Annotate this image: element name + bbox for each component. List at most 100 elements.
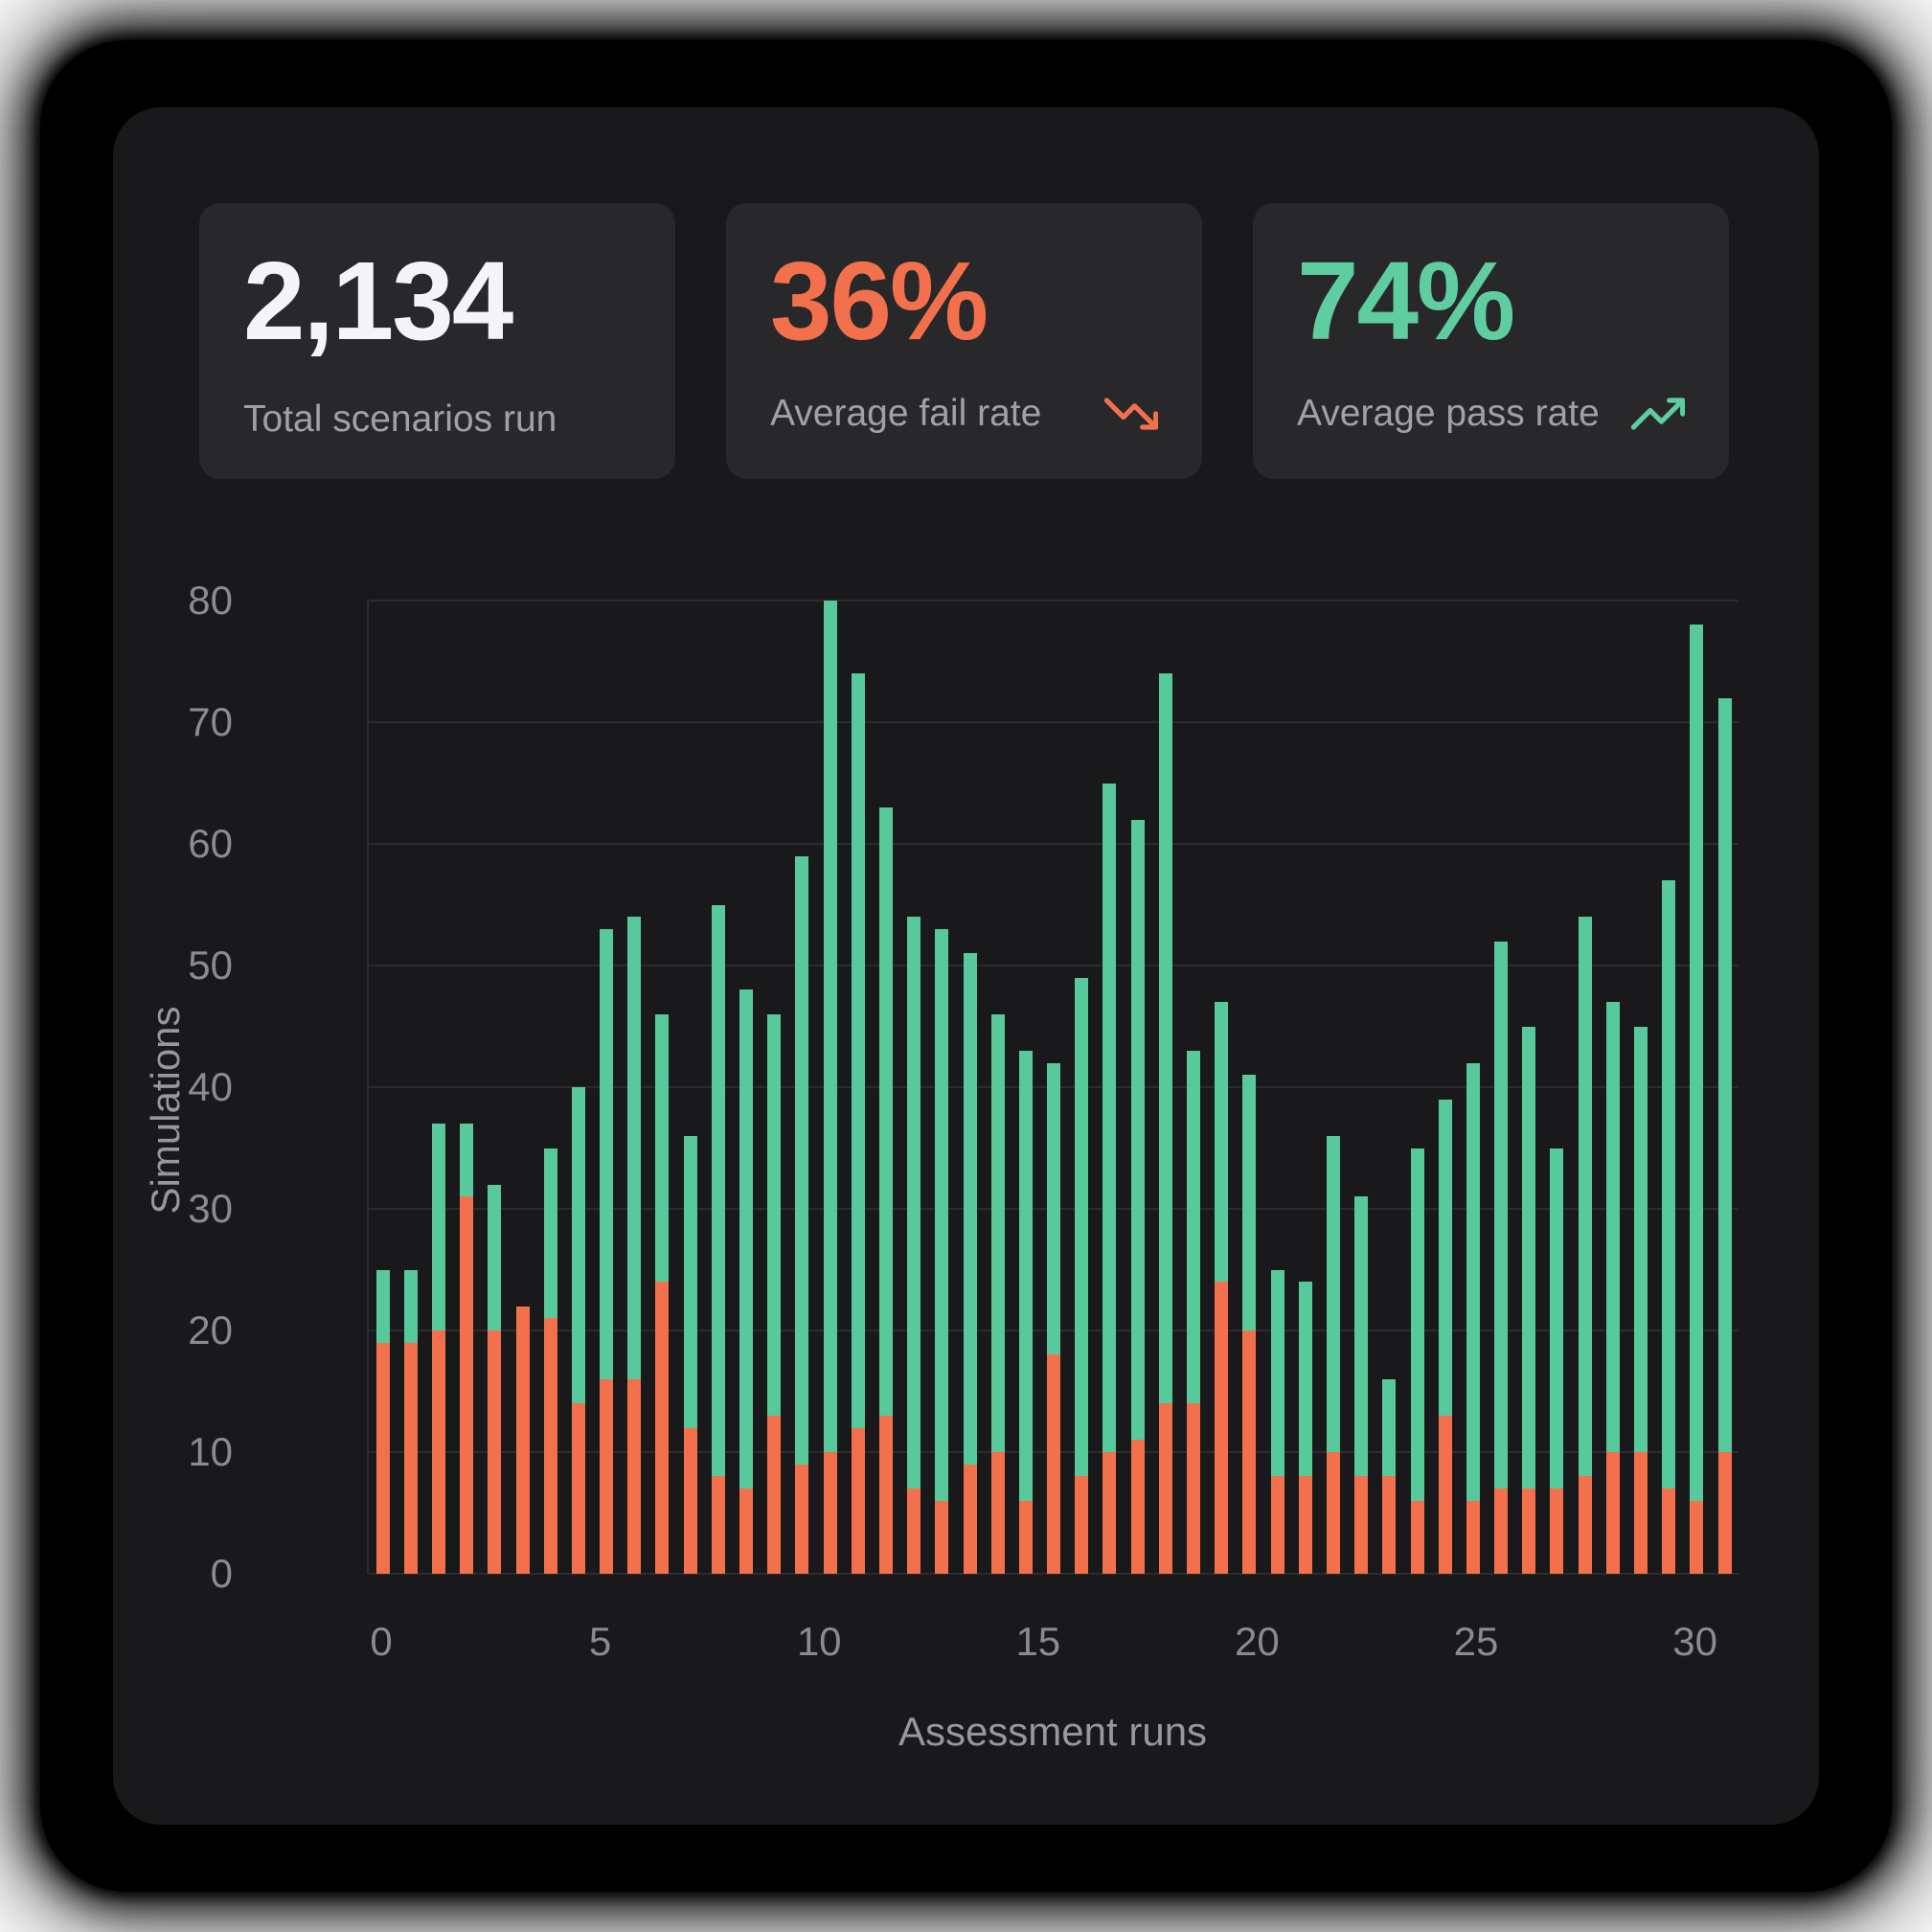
bar-48-segment-fail[interactable] [1717, 1452, 1732, 1574]
bar-10-segment-fail[interactable] [655, 1282, 670, 1574]
bar-15-segment-pass[interactable] [795, 855, 809, 1465]
bar-43-segment-pass[interactable] [1578, 917, 1592, 1477]
bar-11-segment-pass[interactable] [683, 1135, 697, 1428]
bar-37-segment-pass[interactable] [1410, 1148, 1424, 1501]
bar-28-segment-fail[interactable] [1158, 1403, 1172, 1574]
bar-6-segment-pass[interactable] [543, 1148, 557, 1319]
bar-8-segment-fail[interactable] [600, 1378, 614, 1574]
bar-4-segment-fail[interactable] [488, 1330, 502, 1574]
bar-36-segment-pass[interactable] [1382, 1378, 1397, 1477]
bar-23-segment-pass[interactable] [1018, 1050, 1033, 1501]
bar-32[interactable] [1270, 601, 1284, 1574]
bar-32-segment-pass[interactable] [1270, 1269, 1284, 1477]
bar-9-segment-pass[interactable] [627, 917, 642, 1379]
bar-33-segment-pass[interactable] [1298, 1282, 1312, 1477]
bar-16-segment-pass[interactable] [823, 601, 837, 1452]
bar-5[interactable] [515, 601, 530, 1574]
bar-40[interactable] [1494, 601, 1509, 1574]
bar-18-segment-fail[interactable] [878, 1415, 893, 1574]
bar-46-segment-fail[interactable] [1662, 1489, 1676, 1574]
bar-20-segment-pass[interactable] [935, 928, 949, 1501]
bar-7-segment-pass[interactable] [571, 1087, 585, 1404]
bar-19[interactable] [907, 601, 921, 1574]
bar-41-segment-fail[interactable] [1522, 1489, 1536, 1574]
bar-20[interactable] [935, 601, 949, 1574]
bar-19-segment-fail[interactable] [907, 1489, 921, 1574]
bar-35-segment-pass[interactable] [1354, 1196, 1369, 1477]
bar-15[interactable] [795, 601, 809, 1574]
bar-21-segment-fail[interactable] [963, 1464, 977, 1574]
bar-3[interactable] [460, 601, 474, 1574]
bar-2-segment-fail[interactable] [431, 1330, 445, 1574]
bar-1[interactable] [403, 601, 418, 1574]
bar-11-segment-fail[interactable] [683, 1427, 697, 1574]
bar-31-segment-fail[interactable] [1242, 1330, 1257, 1574]
bar-21[interactable] [963, 601, 977, 1574]
bar-12-segment-pass[interactable] [711, 904, 725, 1477]
bar-12[interactable] [711, 601, 725, 1574]
bar-14[interactable] [767, 601, 782, 1574]
bar-32-segment-fail[interactable] [1270, 1476, 1284, 1574]
bar-42-segment-fail[interactable] [1550, 1489, 1564, 1574]
bar-40-segment-fail[interactable] [1494, 1489, 1509, 1574]
bar-14-segment-pass[interactable] [767, 1013, 782, 1416]
bar-48-segment-pass[interactable] [1717, 697, 1732, 1452]
bar-26[interactable] [1102, 601, 1117, 1574]
bar-3-segment-fail[interactable] [460, 1196, 474, 1574]
bar-1-segment-fail[interactable] [403, 1342, 418, 1574]
bar-13-segment-pass[interactable] [739, 989, 754, 1489]
bar-11[interactable] [683, 601, 697, 1574]
bar-6-segment-fail[interactable] [543, 1318, 557, 1574]
bar-45[interactable] [1634, 601, 1648, 1574]
bar-0-segment-pass[interactable] [375, 1269, 390, 1343]
bar-24-segment-pass[interactable] [1047, 1062, 1061, 1355]
bar-29-segment-pass[interactable] [1187, 1050, 1201, 1404]
bar-21-segment-pass[interactable] [963, 953, 977, 1465]
bar-33[interactable] [1298, 601, 1312, 1574]
bar-12-segment-fail[interactable] [711, 1476, 725, 1574]
bar-39[interactable] [1466, 601, 1480, 1574]
bar-30[interactable] [1215, 601, 1229, 1574]
bar-2[interactable] [431, 601, 445, 1574]
bar-34[interactable] [1326, 601, 1340, 1574]
bar-4[interactable] [488, 601, 502, 1574]
bar-33-segment-fail[interactable] [1298, 1476, 1312, 1574]
bar-22-segment-pass[interactable] [990, 1013, 1005, 1452]
bar-40-segment-pass[interactable] [1494, 941, 1509, 1489]
bar-35[interactable] [1354, 601, 1369, 1574]
bar-41[interactable] [1522, 601, 1536, 1574]
bar-35-segment-fail[interactable] [1354, 1476, 1369, 1574]
bar-13-segment-fail[interactable] [739, 1489, 754, 1574]
bar-44-segment-pass[interactable] [1605, 1002, 1620, 1452]
bar-47-segment-fail[interactable] [1690, 1500, 1704, 1574]
bar-31[interactable] [1242, 601, 1257, 1574]
bar-18[interactable] [878, 601, 893, 1574]
bar-5-segment-fail[interactable] [515, 1306, 530, 1574]
bar-2-segment-pass[interactable] [431, 1124, 445, 1330]
bar-10-segment-pass[interactable] [655, 1013, 670, 1283]
bar-22-segment-fail[interactable] [990, 1452, 1005, 1574]
bar-18-segment-pass[interactable] [878, 807, 893, 1416]
bar-27-segment-pass[interactable] [1130, 819, 1145, 1441]
bar-0[interactable] [375, 601, 390, 1574]
bar-1-segment-pass[interactable] [403, 1269, 418, 1343]
bar-16-segment-fail[interactable] [823, 1452, 837, 1574]
bar-17-segment-pass[interactable] [851, 673, 865, 1428]
bar-16[interactable] [823, 601, 837, 1574]
bar-14-segment-fail[interactable] [767, 1415, 782, 1574]
bar-8-segment-pass[interactable] [600, 928, 614, 1379]
bar-29-segment-fail[interactable] [1187, 1403, 1201, 1574]
bar-38-segment-fail[interactable] [1438, 1415, 1452, 1574]
bar-6[interactable] [543, 601, 557, 1574]
bar-17-segment-fail[interactable] [851, 1427, 865, 1574]
bar-31-segment-pass[interactable] [1242, 1075, 1257, 1330]
bar-47-segment-pass[interactable] [1690, 625, 1704, 1501]
bar-37-segment-fail[interactable] [1410, 1500, 1424, 1574]
bar-41-segment-pass[interactable] [1522, 1026, 1536, 1489]
bar-15-segment-fail[interactable] [795, 1464, 809, 1574]
bar-48[interactable] [1717, 601, 1732, 1574]
bar-45-segment-pass[interactable] [1634, 1026, 1648, 1452]
bar-19-segment-pass[interactable] [907, 917, 921, 1489]
bar-26-segment-pass[interactable] [1102, 783, 1117, 1452]
bar-47[interactable] [1690, 601, 1704, 1574]
